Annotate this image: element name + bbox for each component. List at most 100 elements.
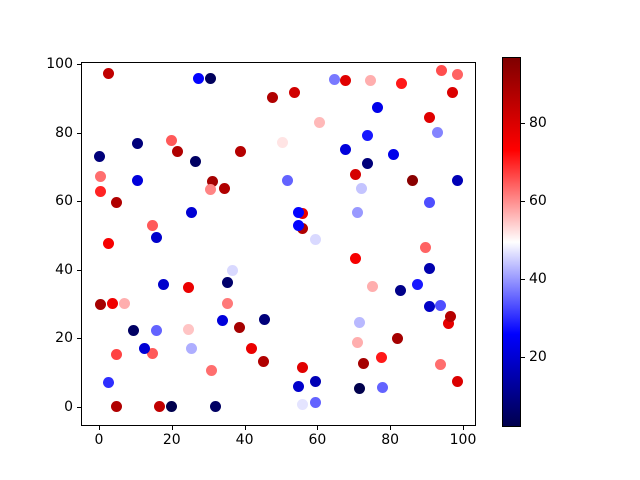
scatter-point: [434, 299, 446, 311]
scatter-point: [292, 380, 304, 392]
colorbar: [502, 57, 521, 427]
scatter-point: [111, 349, 123, 361]
scatter-point: [358, 357, 370, 369]
scatter-point: [277, 137, 289, 149]
scatter-point: [387, 149, 399, 161]
y-tick-mark: [77, 64, 81, 65]
scatter-point: [452, 175, 464, 187]
scatter-point: [153, 401, 165, 413]
scatter-point: [204, 72, 216, 84]
scatter-point: [207, 176, 219, 188]
x-tick-mark: [99, 426, 100, 430]
scatter-point: [118, 297, 130, 309]
scatter-point: [192, 72, 204, 84]
scatter-point: [395, 78, 407, 90]
colorbar-tick-label: 80: [529, 115, 547, 132]
scatter-point: [102, 68, 114, 80]
y-tick-label: 60: [55, 193, 73, 210]
scatter-point: [452, 376, 464, 388]
scatter-point: [377, 381, 389, 393]
scatter-point: [362, 157, 374, 169]
scatter-point: [366, 281, 378, 293]
scatter-point: [310, 397, 322, 409]
scatter-point: [189, 155, 201, 167]
scatter-point: [355, 182, 367, 194]
scatter-point: [132, 138, 144, 150]
scatter-point: [186, 342, 198, 354]
scatter-point: [110, 401, 122, 413]
scatter-point: [372, 102, 384, 114]
scatter-point: [234, 321, 246, 333]
scatter-point: [182, 323, 194, 335]
scatter-point: [282, 175, 294, 187]
scatter-point: [128, 324, 140, 336]
scatter-point: [434, 358, 446, 370]
scatter-point: [339, 143, 351, 155]
scatter-point: [394, 284, 406, 296]
x-tick-mark: [244, 426, 246, 430]
scatter-point: [310, 234, 322, 246]
scatter-point: [93, 151, 105, 163]
y-tick-mark: [77, 269, 81, 271]
scatter-point: [442, 318, 454, 330]
y-tick-mark: [77, 132, 81, 134]
y-tick-label: 100: [46, 56, 73, 72]
y-tick-label: 0: [64, 399, 73, 415]
scatter-point: [296, 399, 308, 411]
y-tick-mark: [77, 407, 81, 408]
scatter-point: [157, 279, 169, 291]
scatter-point: [351, 337, 363, 349]
scatter-point: [423, 197, 435, 209]
colorbar-tick-mark: [521, 201, 525, 203]
plot-area: [81, 62, 476, 426]
scatter-point: [365, 74, 377, 86]
colorbar-tick-mark: [521, 279, 525, 280]
scatter-point: [310, 376, 322, 388]
scatter-point: [209, 401, 221, 413]
x-tick-label: 80: [381, 432, 400, 448]
scatter-point: [314, 117, 326, 129]
scatter-point: [420, 242, 432, 254]
y-tick-label: 40: [55, 261, 73, 278]
scatter-point: [328, 73, 340, 85]
scatter-point: [165, 135, 177, 147]
scatter-point: [296, 362, 308, 374]
colorbar-tick-label: 20: [529, 348, 547, 365]
scatter-point: [435, 65, 447, 77]
scatter-point: [95, 298, 107, 310]
scatter-point: [222, 297, 234, 309]
scatter-point: [350, 168, 362, 180]
x-tick-mark: [390, 426, 392, 430]
colorbar-tick-label: 60: [529, 193, 547, 210]
scatter-point: [292, 207, 304, 219]
scatter-point: [95, 186, 107, 198]
scatter-point: [103, 377, 115, 389]
x-tick-label: 20: [162, 432, 181, 448]
x-tick-label: 0: [94, 432, 104, 448]
scatter-point: [350, 252, 362, 264]
x-tick-label: 40: [235, 432, 254, 448]
scatter-point: [292, 220, 304, 232]
x-tick-mark: [171, 426, 173, 430]
colorbar-tick-mark: [521, 123, 525, 125]
scatter-point: [375, 352, 387, 364]
scatter-point: [258, 355, 270, 367]
scatter-point: [147, 347, 159, 359]
scatter-point: [183, 282, 195, 294]
scatter-point: [446, 86, 458, 98]
scatter-point: [139, 342, 151, 354]
y-tick-label: 80: [55, 124, 73, 141]
scatter-point: [412, 279, 424, 291]
scatter-point: [150, 325, 162, 337]
scatter-point: [235, 145, 247, 157]
scatter-point: [288, 86, 300, 98]
scatter-point: [259, 314, 271, 326]
x-tick-mark: [463, 426, 464, 430]
y-tick-label: 20: [55, 330, 73, 347]
scatter-point: [110, 197, 122, 209]
scatter-point: [354, 317, 366, 329]
x-tick-label: 60: [308, 432, 327, 448]
scatter-point: [222, 277, 234, 289]
colorbar-tick-label: 40: [529, 271, 547, 287]
